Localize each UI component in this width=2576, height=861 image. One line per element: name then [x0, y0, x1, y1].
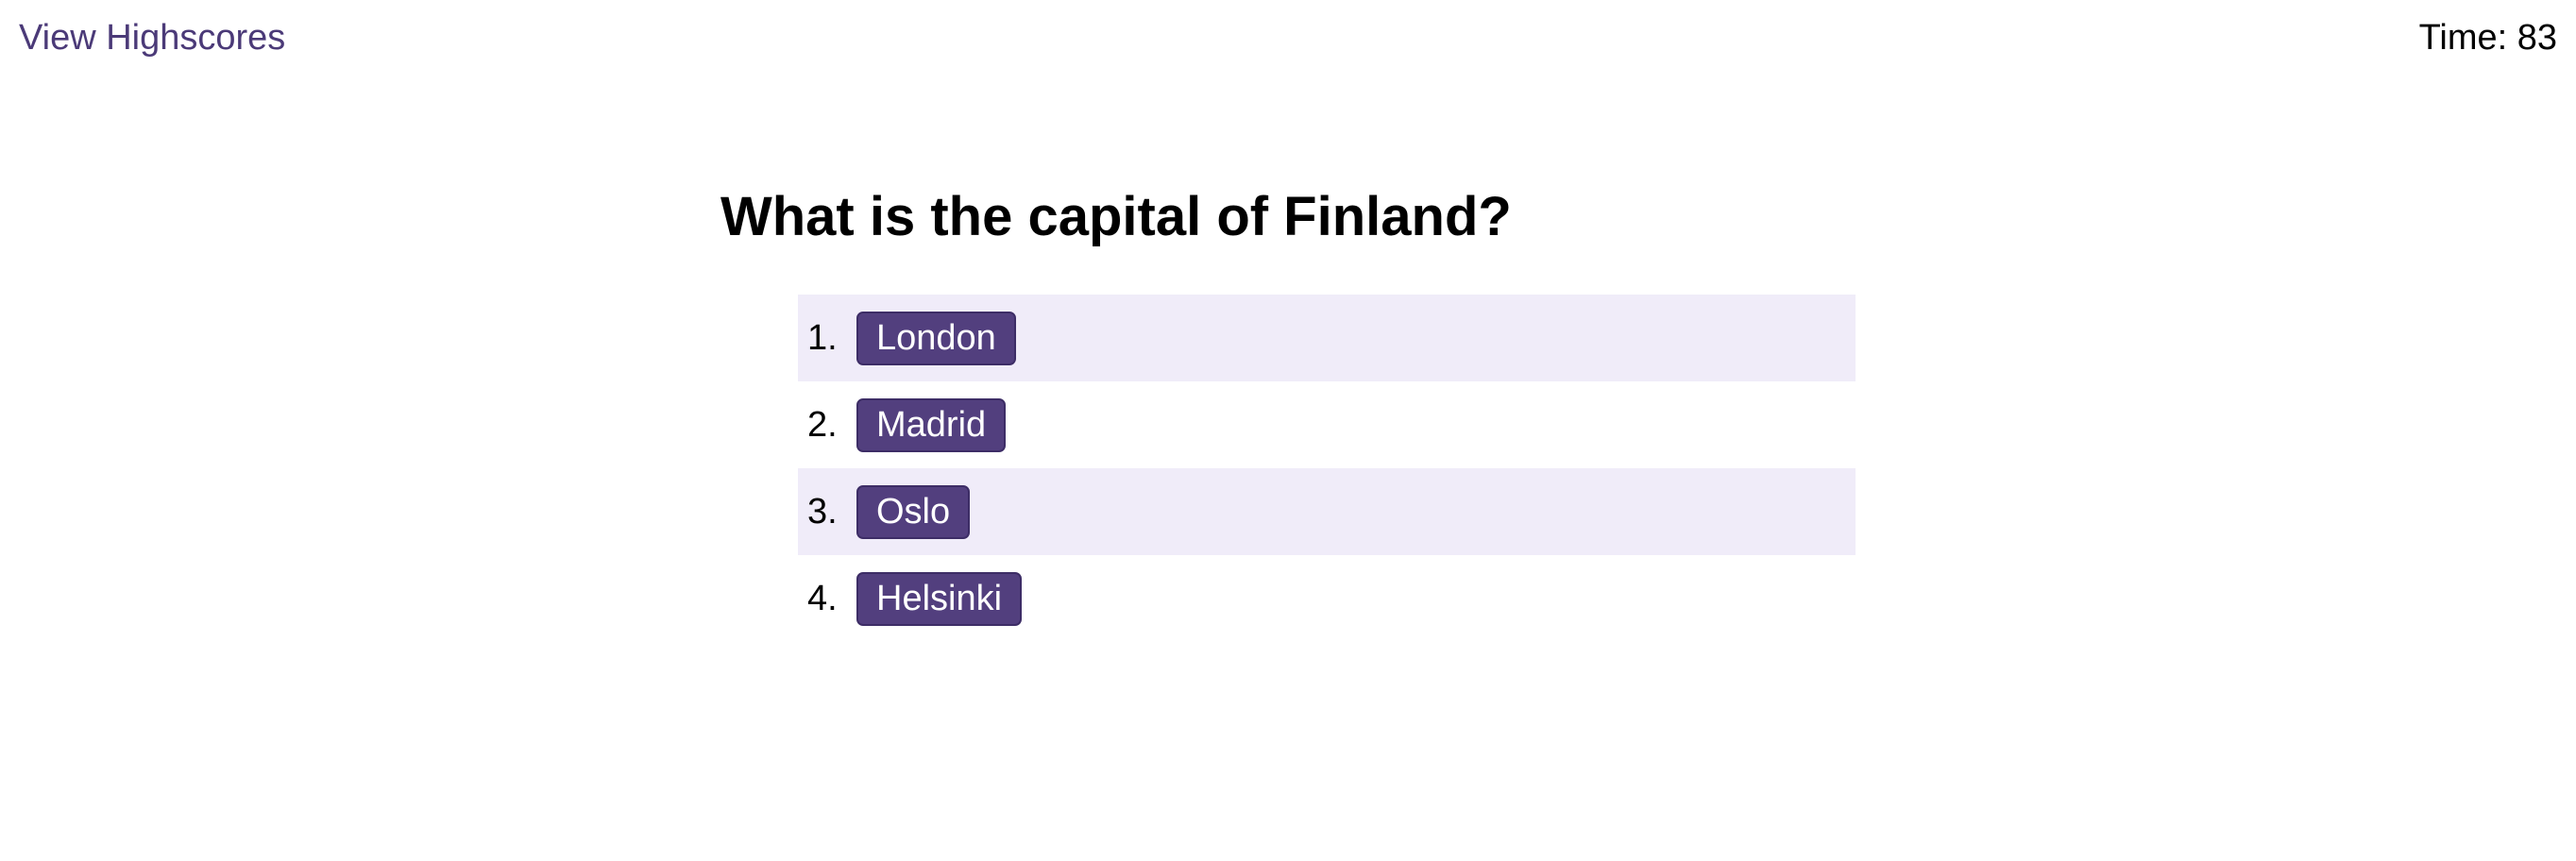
answer-button-oslo[interactable]: Oslo [856, 484, 971, 539]
answer-choice-2: 2. Madrid [798, 381, 1856, 468]
answer-button-helsinki[interactable]: Helsinki [856, 571, 1023, 626]
timer-display: Time: 83 [2418, 18, 2557, 58]
choice-number: 3. [807, 492, 838, 532]
answer-choice-4: 4. Helsinki [798, 555, 1856, 642]
answer-button-london[interactable]: London [856, 311, 1016, 365]
answer-choice-1: 1. London [798, 295, 1856, 381]
view-highscores-link[interactable]: View Highscores [19, 18, 286, 58]
choice-number: 1. [807, 318, 838, 358]
answer-choice-3: 3. Oslo [798, 468, 1856, 555]
top-bar: View Highscores Time: 83 [0, 0, 2576, 76]
choice-number: 2. [807, 405, 838, 445]
question-title: What is the capital of Finland? [720, 186, 1512, 247]
answer-choices-list: 1. London 2. Madrid 3. Oslo 4. Helsinki [798, 295, 1856, 642]
answer-button-madrid[interactable]: Madrid [856, 397, 1007, 452]
question-area: What is the capital of Finland? [720, 179, 1854, 255]
choice-number: 4. [807, 579, 838, 618]
